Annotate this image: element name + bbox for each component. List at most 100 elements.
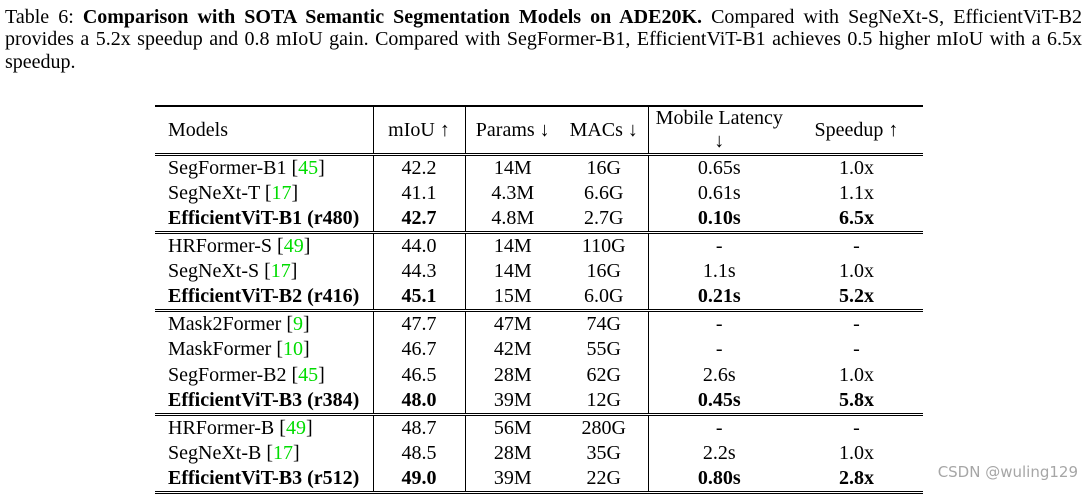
citation-bracket-close: ] [291,182,299,205]
latency-cell: 1.1s [702,260,736,283]
citation-bracket-open: [ [272,234,284,257]
table-row: HRFormer-S [49] 44.0 14M 110G - - [155,232,923,259]
citation-link[interactable]: [45] [286,157,324,179]
citation-bracket-close: ] [290,260,298,283]
speedup-cell: - [853,416,860,439]
model-name: SegNeXt-B [168,442,262,465]
latency-cell: - [715,234,723,257]
column-header-latency: Mobile Latency ↓ [655,107,783,153]
miou-cell: 48.0 [373,388,466,415]
citation-link[interactable]: [10] [271,338,309,360]
model-name: HRFormer-B [168,416,275,439]
model-group-1: SegFormer-B1 [45] 42.2 14M 16G 0.65s 1.0x SegN… [155,154,923,233]
model-cell: EfficientViT-B2 (r416) [155,284,374,311]
citation-bracket-open: [ [274,416,286,439]
model-name: SegFormer-B1 [168,156,287,179]
params-cell: 4.3M [491,182,535,205]
citation-link[interactable]: [17] [261,442,299,464]
model-name: EfficientViT-B1 (r480) [168,207,360,230]
speedup-cell: 1.0x [839,156,874,179]
table-caption: Table 6: Comparison with SOTA Semantic S… [0,0,1086,73]
column-header-params: Params ↓ [475,118,550,141]
speedup-cell: 1.0x [839,260,874,283]
citation-link[interactable]: [17] [259,260,297,282]
macs-cell: 35G [560,440,649,467]
macs-cell: 16G [560,258,649,285]
citation-bracket-close: ] [303,338,310,361]
macs-cell: 12G [560,388,649,415]
citation-link[interactable]: [49] [272,235,310,257]
citation-link[interactable]: [49] [274,417,312,439]
citation-bracket-open: [ [286,364,299,387]
model-name: EfficientViT-B3 (r512) [168,467,360,490]
model-group-3: Mask2Former [9] 47.7 47M 74G - - MaskFormer [1… [155,310,923,415]
miou-cell: 45.1 [373,284,466,311]
table-row: EfficientViT-B2 (r416) 45.1 15M 6.0G 0.21s 5.… [155,284,923,311]
column-header-models: Models [155,106,374,155]
miou-cell: 44.3 [373,258,466,285]
model-cell: EfficientViT-B1 (r480) [155,206,374,233]
table-row: SegFormer-B1 [45] 42.2 14M 16G 0.65s 1.0x [155,154,923,181]
miou-cell: 49.0 [373,466,466,493]
citation-link[interactable]: [9] [281,313,309,335]
citation-link[interactable]: [45] [286,364,324,386]
miou-cell: 48.7 [373,414,466,441]
table-row: EfficientViT-B3 (r384) 48.0 39M 12G 0.45s 5.8… [155,388,923,415]
table-row: MaskFormer [10] 46.7 42M 55G - - [155,336,923,363]
citation-bracket-open: [ [271,338,283,361]
macs-cell: 62G [560,362,649,389]
model-name: SegNeXt-S [168,260,260,283]
model-name: MaskFormer [168,338,272,361]
macs-cell: 110G [560,232,649,259]
citation-link[interactable]: [17] [260,182,298,204]
params-cell: 28M [493,442,532,465]
citation-bracket-open: [ [259,182,272,205]
params-cell: 4.8M [491,207,535,230]
latency-cell: - [715,312,723,335]
citation-number[interactable]: 17 [270,260,291,283]
column-header-speedup: Speedup ↑ [814,118,899,141]
table-row: EfficientViT-B3 (r512) 49.0 39M 22G 0.80s 2.8… [155,466,923,493]
latency-cell: - [715,416,723,439]
citation-number[interactable]: 17 [273,442,293,465]
model-cell: SegFormer-B1 [45] [155,154,374,181]
latency-cell: 2.6s [702,364,736,387]
macs-cell: 16G [560,154,649,181]
latency-cell: 0.21s [697,285,741,308]
model-name: SegNeXt-T [168,182,260,205]
params-cell: 39M [493,467,532,490]
speedup-cell: 1.1x [839,182,874,205]
params-cell: 42M [493,338,532,361]
table-row: SegNeXt-S [17] 44.3 14M 16G 1.1s 1.0x [155,258,923,285]
citation-number[interactable]: 45 [298,364,319,387]
speedup-cell: 1.0x [839,442,874,465]
model-group-4: HRFormer-B [49] 48.7 56M 280G - - SegNeXt-B [1… [155,414,923,493]
macs-cell: 22G [560,466,649,493]
macs-cell: 6.0G [560,284,649,311]
citation-number[interactable]: 17 [271,182,292,205]
citation-bracket-open: [ [259,260,271,283]
citation-number[interactable]: 49 [283,234,304,257]
params-cell: 14M [493,234,532,257]
table-row: Mask2Former [9] 47.7 47M 74G - - [155,310,923,337]
citation-number[interactable]: 45 [298,156,319,179]
table-row: SegFormer-B2 [45] 46.5 28M 62G 2.6s 1.0x [155,362,923,389]
model-cell: MaskFormer [10] [155,336,374,363]
params-cell: 14M [493,260,532,283]
speedup-cell: - [853,338,860,361]
macs-cell: 6.6G [560,180,649,207]
model-name: HRFormer-S [168,234,273,257]
speedup-cell: - [853,312,860,335]
macs-cell: 55G [560,336,649,363]
latency-cell: 0.45s [697,389,741,412]
latency-cell: 2.2s [702,442,736,465]
citation-number[interactable]: 49 [285,416,306,439]
latency-cell: 0.65s [697,156,741,179]
citation-number[interactable]: 10 [283,338,303,361]
params-cell: 47M [493,312,532,335]
model-cell: EfficientViT-B3 (r384) [155,388,374,415]
citation-number[interactable]: 9 [293,312,303,335]
model-name: SegFormer-B2 [168,364,287,387]
table-row: EfficientViT-B1 (r480) 42.7 4.8M 2.7G 0.10s 6… [155,206,923,233]
caption-bold-title: Comparison with SOTA Semantic Segmentati… [82,6,703,28]
